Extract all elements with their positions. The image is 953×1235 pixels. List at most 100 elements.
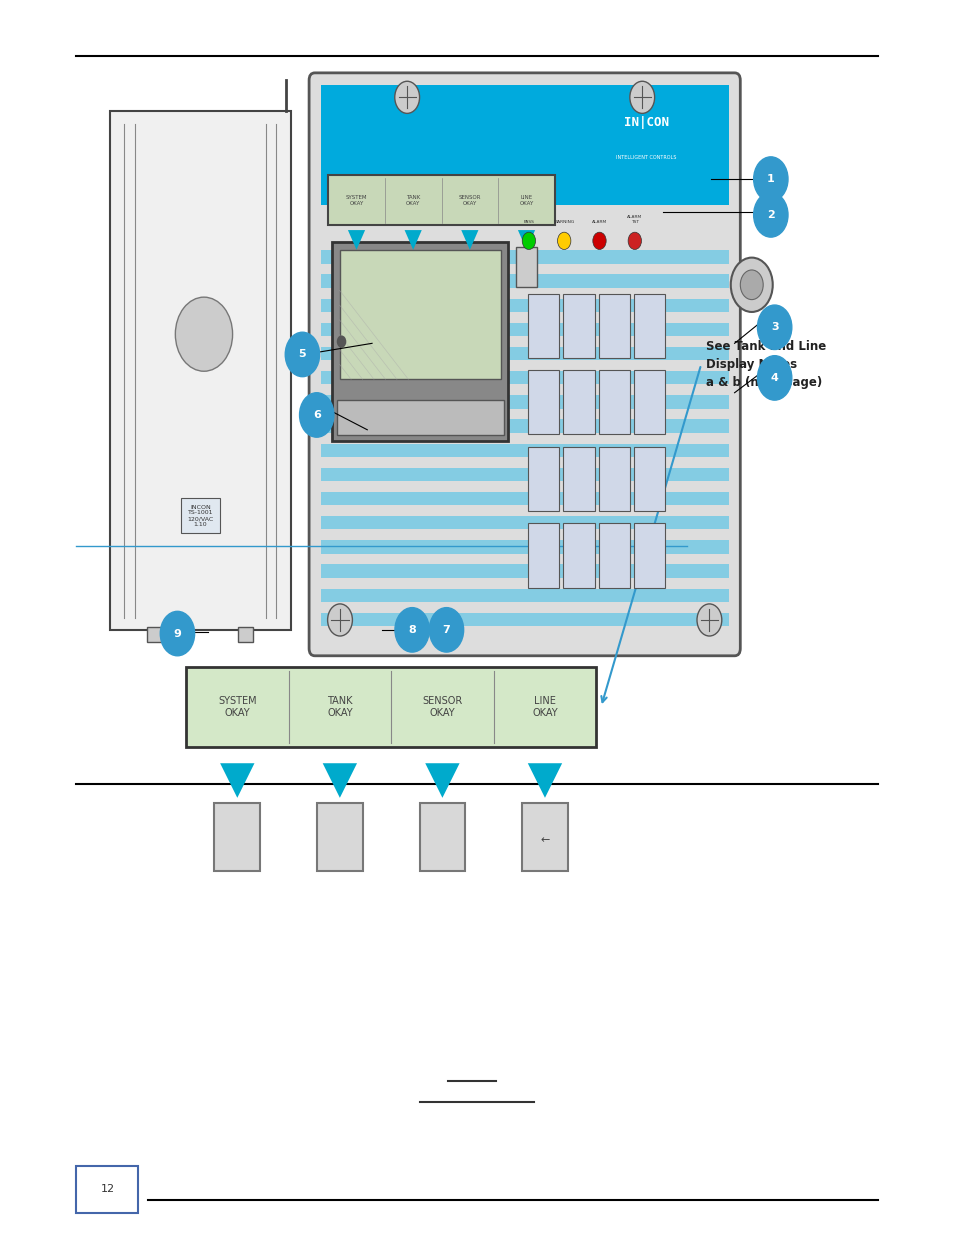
Circle shape <box>757 305 791 350</box>
Polygon shape <box>461 230 478 249</box>
Text: 7: 7 <box>442 625 450 635</box>
FancyBboxPatch shape <box>320 85 728 205</box>
FancyBboxPatch shape <box>562 524 594 588</box>
Circle shape <box>521 232 535 249</box>
FancyBboxPatch shape <box>110 111 291 630</box>
FancyBboxPatch shape <box>598 370 629 435</box>
Bar <box>320 322 728 336</box>
FancyBboxPatch shape <box>633 524 664 588</box>
Text: INCON
TS-1001
120/VAC
1.10: INCON TS-1001 120/VAC 1.10 <box>187 505 213 527</box>
FancyBboxPatch shape <box>147 627 162 642</box>
Text: TANK
OKAY: TANK OKAY <box>327 695 353 719</box>
Text: SYSTEM
OKAY: SYSTEM OKAY <box>345 195 367 205</box>
FancyBboxPatch shape <box>419 803 465 871</box>
Text: 3: 3 <box>770 322 778 332</box>
Text: SENSOR
OKAY: SENSOR OKAY <box>422 695 462 719</box>
Text: 4: 4 <box>770 373 778 383</box>
FancyBboxPatch shape <box>598 447 629 511</box>
FancyBboxPatch shape <box>562 447 594 511</box>
FancyBboxPatch shape <box>527 447 558 511</box>
FancyBboxPatch shape <box>516 247 537 287</box>
Circle shape <box>160 611 194 656</box>
FancyBboxPatch shape <box>633 447 664 511</box>
Bar <box>320 299 728 312</box>
FancyBboxPatch shape <box>76 1166 138 1213</box>
Circle shape <box>336 336 346 348</box>
Circle shape <box>299 393 334 437</box>
Bar <box>320 516 728 530</box>
Bar <box>320 347 728 361</box>
Bar <box>320 251 728 263</box>
FancyBboxPatch shape <box>339 249 500 379</box>
Bar <box>320 468 728 482</box>
Bar <box>320 370 728 384</box>
Text: See Tank and Line
Display Notes
a & b (next page): See Tank and Line Display Notes a & b (n… <box>705 340 825 389</box>
FancyBboxPatch shape <box>237 627 253 642</box>
Bar <box>320 541 728 553</box>
Text: LINE
OKAY: LINE OKAY <box>518 195 533 205</box>
FancyBboxPatch shape <box>527 524 558 588</box>
Circle shape <box>757 356 791 400</box>
Text: 5: 5 <box>298 350 306 359</box>
Circle shape <box>395 82 419 114</box>
Circle shape <box>697 604 721 636</box>
Text: ←: ← <box>539 835 549 845</box>
Text: 2: 2 <box>766 210 774 220</box>
Circle shape <box>285 332 319 377</box>
Polygon shape <box>517 230 535 249</box>
Text: TANK
OKAY: TANK OKAY <box>406 195 420 205</box>
Polygon shape <box>527 763 561 798</box>
FancyBboxPatch shape <box>562 370 594 435</box>
Circle shape <box>429 608 463 652</box>
Bar <box>320 492 728 505</box>
FancyBboxPatch shape <box>527 294 558 358</box>
Circle shape <box>175 298 233 372</box>
FancyBboxPatch shape <box>309 73 740 656</box>
Circle shape <box>753 193 787 237</box>
Text: WARNING: WARNING <box>553 220 575 224</box>
FancyBboxPatch shape <box>336 400 503 435</box>
Bar <box>320 443 728 457</box>
Polygon shape <box>404 230 421 249</box>
Circle shape <box>730 258 772 312</box>
Text: 9: 9 <box>173 629 181 638</box>
Circle shape <box>592 232 605 249</box>
Circle shape <box>557 232 570 249</box>
FancyBboxPatch shape <box>598 524 629 588</box>
Text: 1: 1 <box>766 174 774 184</box>
FancyBboxPatch shape <box>214 803 260 871</box>
Text: 12: 12 <box>101 1184 114 1194</box>
Circle shape <box>753 157 787 201</box>
FancyBboxPatch shape <box>402 247 423 287</box>
Text: LINE
OKAY: LINE OKAY <box>532 695 558 719</box>
Polygon shape <box>322 763 356 798</box>
FancyBboxPatch shape <box>332 242 508 441</box>
Circle shape <box>629 82 654 114</box>
Circle shape <box>627 232 640 249</box>
Bar <box>320 613 728 626</box>
Text: 6: 6 <box>313 410 320 420</box>
Bar <box>320 395 728 409</box>
Bar <box>320 589 728 601</box>
FancyBboxPatch shape <box>186 667 596 747</box>
Text: PASS: PASS <box>523 220 534 224</box>
Bar <box>320 564 728 578</box>
Text: IN|CON: IN|CON <box>623 116 668 128</box>
FancyBboxPatch shape <box>598 294 629 358</box>
FancyBboxPatch shape <box>328 175 555 225</box>
Polygon shape <box>425 763 459 798</box>
Circle shape <box>395 608 429 652</box>
FancyBboxPatch shape <box>459 247 480 287</box>
Text: INTELLIGENT CONTROLS: INTELLIGENT CONTROLS <box>616 156 676 161</box>
FancyBboxPatch shape <box>316 803 362 871</box>
Text: ALARM
TST: ALARM TST <box>626 215 641 224</box>
FancyBboxPatch shape <box>633 370 664 435</box>
Text: SYSTEM
OKAY: SYSTEM OKAY <box>218 695 256 719</box>
FancyBboxPatch shape <box>521 803 567 871</box>
Circle shape <box>327 604 352 636</box>
Bar <box>320 420 728 432</box>
Bar <box>320 274 728 288</box>
Text: SENSOR
OKAY: SENSOR OKAY <box>458 195 480 205</box>
FancyBboxPatch shape <box>562 294 594 358</box>
Polygon shape <box>348 230 365 249</box>
